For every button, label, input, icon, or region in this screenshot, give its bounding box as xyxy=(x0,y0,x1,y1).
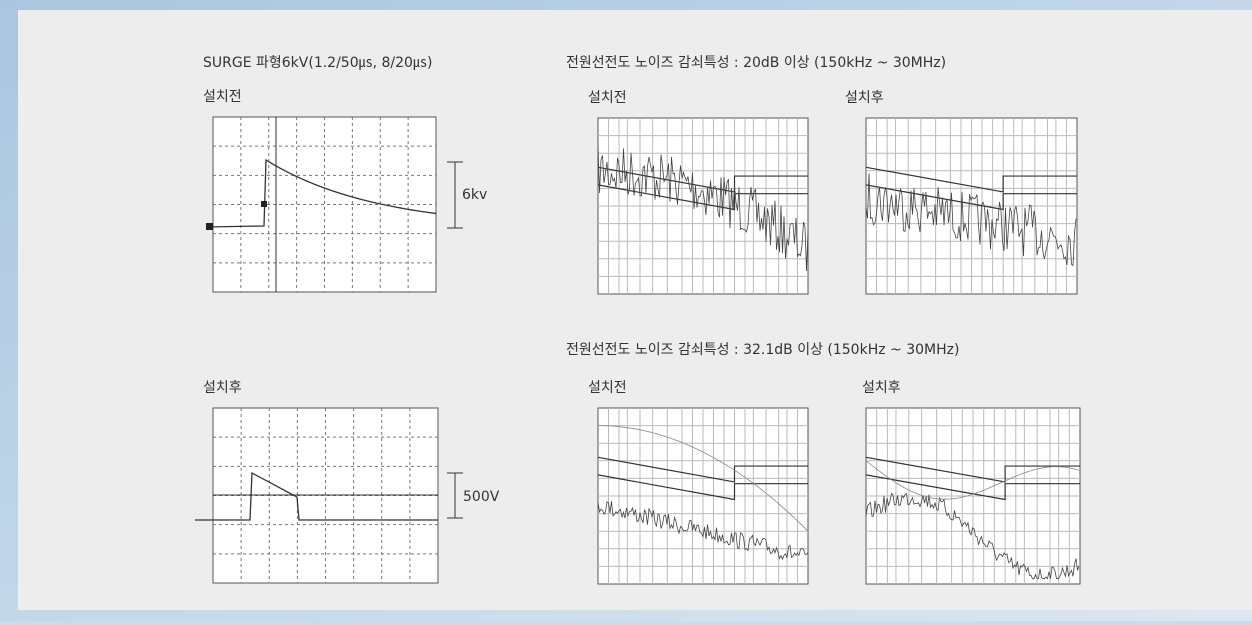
scale-arrow xyxy=(447,161,463,519)
limit-line xyxy=(865,474,1080,501)
limit-line xyxy=(865,166,1077,193)
spectrum xyxy=(597,501,809,561)
limit-line xyxy=(597,184,808,211)
label: 설치후 xyxy=(203,380,242,396)
limit-line xyxy=(865,184,1077,211)
limit-line xyxy=(597,456,808,483)
noise-title: 전원선전도 노이즈 감쇠특성 : 32.1dB 이상 (150kHz ~ 30M… xyxy=(566,342,959,358)
label: 설치전 xyxy=(588,380,627,396)
label: 설치후 xyxy=(845,90,884,106)
label: 설치전 xyxy=(588,90,627,106)
label: 설치전 xyxy=(203,89,242,105)
label: 설치후 xyxy=(862,380,901,396)
marker xyxy=(261,201,267,207)
surge-title: SURGE 파형6kV(1.2/50㎲, 8/20㎲) xyxy=(203,55,432,71)
limit-line xyxy=(865,456,1080,483)
limit-line xyxy=(597,474,808,501)
waveform xyxy=(205,158,437,228)
scale-label: 500V xyxy=(463,489,500,505)
spectrum xyxy=(865,492,1080,580)
noise-title: 전원선전도 노이즈 감쇠특성 : 20dB 이상 (150kHz ~ 30MHz… xyxy=(566,55,946,71)
marker xyxy=(206,223,213,230)
spectrum xyxy=(865,173,1077,267)
limit-line xyxy=(597,166,808,193)
scale-label: 6kv xyxy=(462,187,487,203)
spectrum xyxy=(597,144,809,272)
waveform xyxy=(195,471,438,521)
spectrum xyxy=(865,460,1080,500)
spectrum xyxy=(598,425,809,532)
